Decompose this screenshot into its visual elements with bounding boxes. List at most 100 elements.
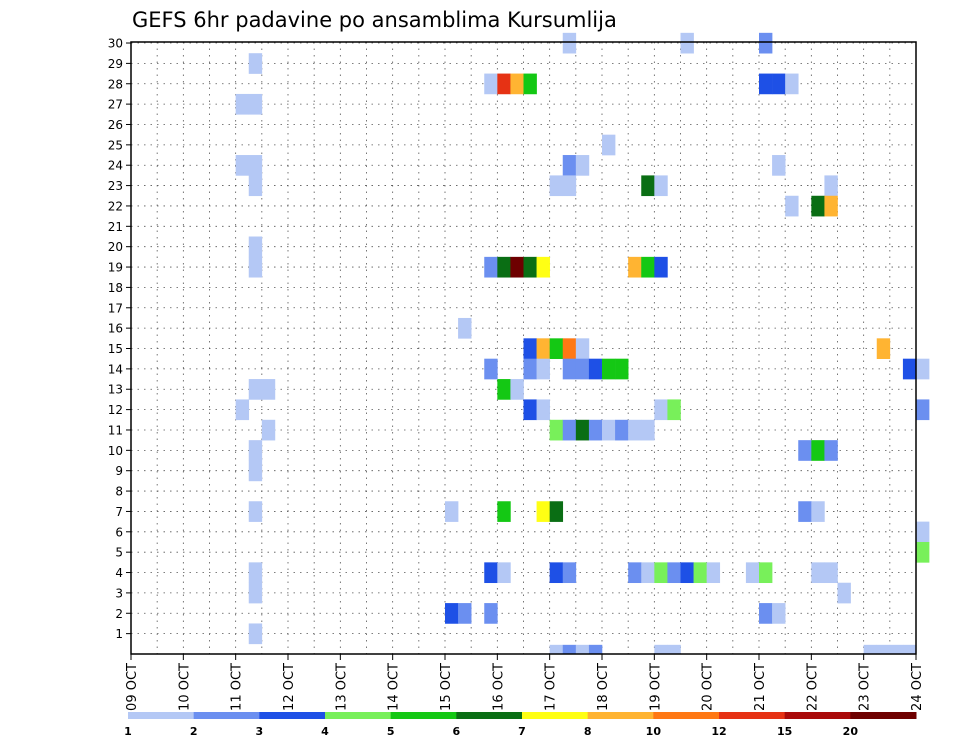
cell-member-24-step-33: [562, 155, 577, 176]
cell-member-7-step-51: [798, 501, 812, 522]
y-tick-label-12: 12: [108, 403, 123, 417]
cell-member-29-step-9: [248, 53, 263, 74]
cell-member-15-step-30: [523, 338, 537, 359]
cell-member-14-step-59: [902, 358, 917, 380]
legend-label-2: 2: [190, 725, 198, 738]
cell-member-5-step-60: [916, 541, 930, 563]
x-tick-label-13: 22 OCT: [805, 663, 820, 711]
cell-member-20-step-9: [248, 236, 263, 258]
cell-member-13-step-9: [248, 379, 263, 400]
legend-label-1: 1: [124, 725, 132, 738]
cell-member-7-step-32: [549, 501, 564, 522]
cell-member-4-step-52: [811, 562, 825, 584]
cell-member-19-step-30: [523, 256, 537, 278]
x-tick-label-11: 20 OCT: [701, 663, 716, 711]
cell-member-3-step-54: [837, 582, 851, 604]
cell-member-10-step-51: [798, 440, 812, 461]
legend-label-15: 15: [777, 725, 792, 738]
cell-member-7-step-31: [536, 501, 550, 522]
cell-member-11-step-38: [628, 419, 642, 441]
x-tick-label-1: 10 OCT: [177, 663, 192, 711]
cell-member-4-step-28: [497, 562, 511, 584]
y-tick-label-28: 28: [108, 77, 123, 91]
cell-member-19-step-38: [628, 256, 642, 278]
cell-member-28-step-28: [497, 73, 511, 95]
cell-member-0-step-40: [654, 644, 668, 655]
plot-frame: [130, 41, 917, 655]
cell-member-19-step-27: [484, 256, 498, 278]
cell-member-22-step-52: [811, 195, 825, 217]
cell-member-7-step-24: [445, 501, 459, 522]
cell-member-12-step-8: [235, 399, 250, 421]
legend-label-4: 4: [321, 725, 329, 738]
x-tick-label-7: 16 OCT: [491, 663, 506, 711]
x-tick-label-9: 18 OCT: [596, 663, 611, 711]
cell-member-9-step-9: [248, 460, 263, 482]
cell-member-19-step-9: [248, 256, 263, 278]
y-tick-label-30: 30: [108, 37, 123, 51]
cell-member-12-step-60: [916, 399, 930, 421]
cell-member-28-step-48: [759, 73, 773, 95]
legend-swatch-10: [784, 712, 851, 719]
legend-swatch-6: [522, 712, 589, 719]
cell-member-2-step-48: [759, 603, 773, 624]
cell-member-24-step-49: [772, 155, 786, 176]
cell-member-15-step-31: [536, 338, 550, 359]
y-tick-label-13: 13: [108, 383, 123, 397]
cell-member-10-step-53: [824, 440, 838, 461]
legend-swatch-7: [587, 712, 654, 719]
legend-swatch-2: [259, 712, 326, 719]
y-tick-label-20: 20: [108, 240, 123, 254]
cell-member-0-step-33: [562, 644, 577, 655]
y-tick-label-4: 4: [115, 566, 123, 580]
cell-member-28-step-50: [785, 73, 799, 95]
legend-label-6: 6: [453, 725, 461, 738]
y-tick-label-8: 8: [115, 485, 123, 499]
x-tick-label-14: 23 OCT: [858, 663, 873, 711]
cell-member-0-step-58: [889, 644, 904, 655]
legend-swatch-1: [193, 712, 260, 719]
cell-member-12-step-30: [523, 399, 537, 421]
cell-member-23-step-9: [248, 175, 263, 197]
legend-label-5: 5: [387, 725, 395, 738]
legend-label-7: 7: [518, 725, 526, 738]
x-tick-label-12: 21 OCT: [753, 663, 768, 711]
cell-member-28-step-29: [510, 73, 524, 95]
y-tick-label-9: 9: [115, 464, 123, 478]
x-tick-label-6: 15 OCT: [439, 663, 454, 711]
cell-member-16-step-25: [458, 317, 472, 339]
cell-member-2-step-24: [445, 603, 459, 624]
cell-member-14-step-60: [916, 358, 930, 380]
cell-member-4-step-32: [549, 562, 564, 584]
heatmap-cells: [235, 32, 930, 655]
cell-member-12-step-31: [536, 399, 550, 421]
x-axis: 09 OCT 10 OCT 11 OCT 12 OCT 13 OCT 14 OCT 15 O…: [125, 654, 925, 711]
y-tick-label-27: 27: [108, 98, 123, 112]
grid: [131, 42, 916, 654]
cell-member-23-step-40: [654, 175, 668, 197]
cell-member-10-step-9: [248, 440, 263, 461]
y-tick-label-21: 21: [108, 220, 123, 234]
cell-member-11-step-39: [641, 419, 655, 441]
y-tick-label-19: 19: [108, 261, 123, 275]
cell-member-4-step-39: [641, 562, 655, 584]
y-tick-label-16: 16: [108, 322, 123, 336]
cell-member-4-step-42: [680, 562, 694, 584]
cell-member-23-step-53: [824, 175, 838, 197]
cell-member-11-step-36: [602, 419, 616, 441]
cell-member-7-step-9: [248, 501, 263, 522]
cell-member-4-step-38: [628, 562, 642, 584]
x-tick-label-4: 13 OCT: [334, 663, 349, 711]
y-tick-label-2: 2: [115, 607, 123, 621]
cell-member-11-step-34: [575, 419, 590, 441]
cell-member-15-step-32: [549, 338, 564, 359]
cell-member-4-step-40: [654, 562, 668, 584]
y-tick-label-23: 23: [108, 179, 123, 193]
cell-member-1-step-9: [248, 623, 263, 645]
legend-swatch-5: [456, 712, 523, 719]
y-tick-label-5: 5: [115, 546, 123, 560]
y-tick-label-17: 17: [108, 301, 123, 315]
cell-member-4-step-43: [693, 562, 707, 584]
cell-member-15-step-33: [562, 338, 577, 359]
cell-member-4-step-48: [759, 562, 773, 584]
